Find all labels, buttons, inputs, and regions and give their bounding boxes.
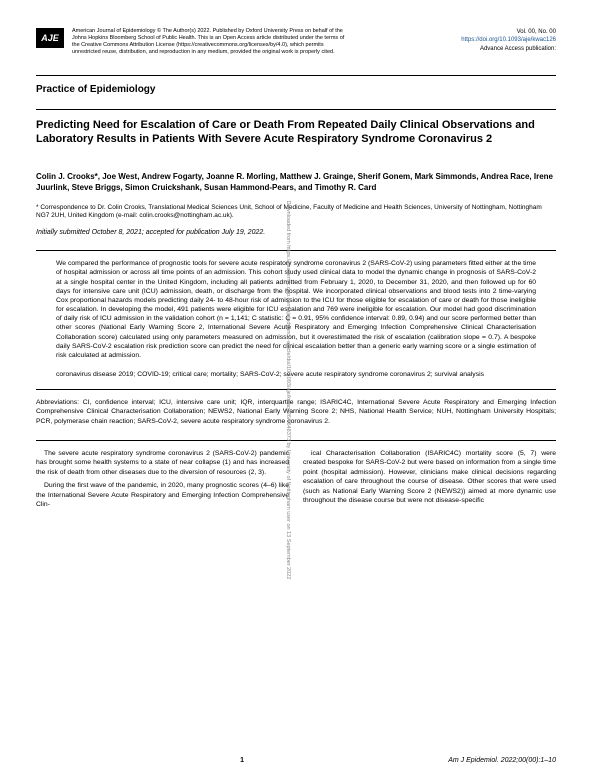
author-list: Colin J. Crooks*, Joe West, Andrew Fogar… bbox=[36, 171, 556, 193]
page-number: 1 bbox=[240, 757, 244, 764]
section-label: Practice of Epidemiology bbox=[36, 84, 556, 95]
page-footer: 1 Am J Epidemiol. 2022;00(00):1–10 bbox=[36, 757, 556, 764]
correspondence: * Correspondence to Dr. Colin Crooks, Tr… bbox=[36, 204, 556, 222]
volume-number: Vol. 00, No. 00 bbox=[461, 28, 556, 36]
journal-header: AJE American Journal of Epidemiology © T… bbox=[36, 28, 556, 57]
volume-info: Vol. 00, No. 00 https://doi.org/10.1093/… bbox=[461, 28, 556, 53]
divider bbox=[36, 75, 556, 76]
article-title: Predicting Need for Escalation of Care o… bbox=[36, 118, 556, 148]
body-paragraph: During the first wave of the pandemic, i… bbox=[36, 481, 289, 510]
body-paragraph: The severe acute respiratory syndrome co… bbox=[36, 449, 289, 478]
doi-link[interactable]: https://doi.org/10.1093/aje/kwac126 bbox=[461, 36, 556, 44]
footer-citation: Am J Epidemiol. 2022;00(00):1–10 bbox=[448, 757, 556, 764]
journal-logo: AJE bbox=[36, 28, 64, 48]
divider bbox=[36, 250, 556, 251]
column-right: ical Characterisation Collaboration (ISA… bbox=[303, 449, 556, 514]
column-left: The severe acute respiratory syndrome co… bbox=[36, 449, 289, 514]
abbreviations: Abbreviations: CI, confidence interval; … bbox=[36, 398, 556, 426]
divider bbox=[36, 440, 556, 441]
keywords: coronavirus disease 2019; COVID-19; crit… bbox=[36, 370, 556, 379]
submission-dates: Initially submitted October 8, 2021; acc… bbox=[36, 229, 556, 236]
body-columns: The severe acute respiratory syndrome co… bbox=[36, 449, 556, 514]
divider bbox=[36, 389, 556, 390]
download-watermark: Downloaded from https://academic.oup.com… bbox=[285, 90, 291, 690]
journal-meta: American Journal of Epidemiology © The A… bbox=[72, 28, 352, 57]
abstract-text: We compared the performance of prognosti… bbox=[56, 259, 536, 360]
divider bbox=[36, 109, 556, 110]
publication-type: Advance Access publication: bbox=[461, 45, 556, 53]
body-paragraph: ical Characterisation Collaboration (ISA… bbox=[303, 449, 556, 506]
